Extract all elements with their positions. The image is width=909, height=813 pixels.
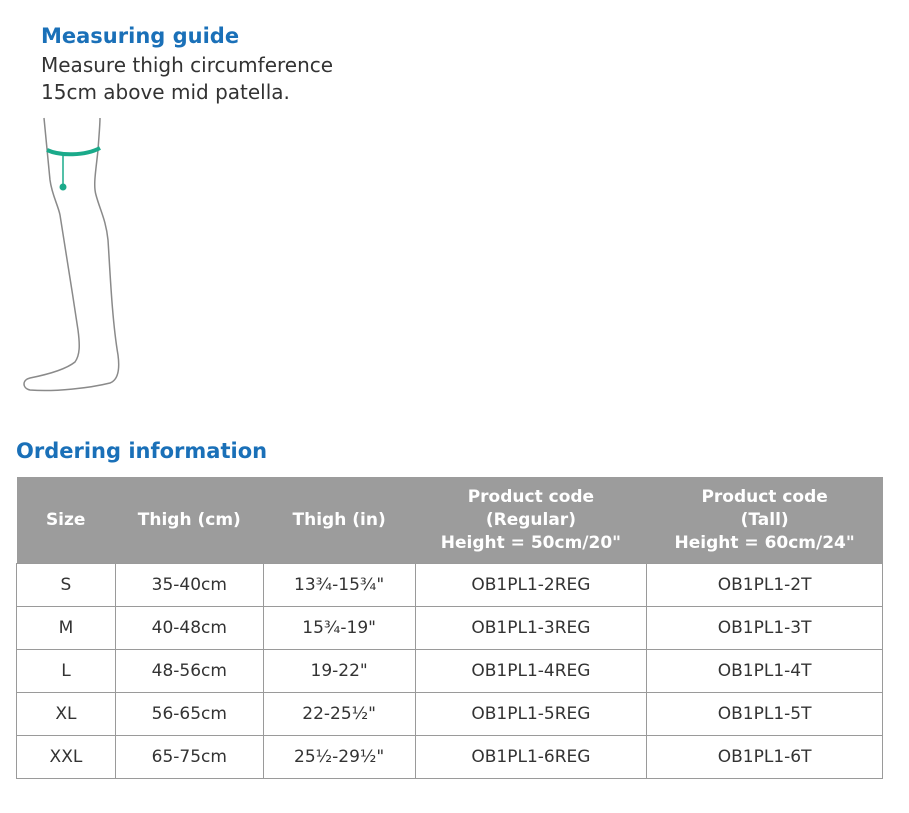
thigh-band [46, 146, 101, 157]
table-cell: 15¾-19" [262, 606, 416, 650]
column-header-line: Thigh (in) [292, 509, 386, 530]
table-cell: OB1PL1-3T [646, 606, 883, 650]
description-line: Measure thigh circumference [41, 53, 334, 77]
column-header-line: Height = 50cm/20" [440, 532, 622, 553]
ordering-table: Size Thigh (cm) Thigh (in) Product code (Reg… [16, 477, 883, 779]
column-header-line: (Regular) [485, 509, 576, 530]
column-header-line: Product code [467, 486, 595, 507]
column-header: Product code (Tall) Height = 60cm/24" [646, 477, 883, 564]
table-row: S 35-40cm 13¾-15¾" OB1PL1-2REG OB1PL1-2T [16, 563, 883, 607]
column-header-line: (Tall) [740, 509, 789, 530]
table-cell: 48-56cm [114, 649, 264, 693]
ordering-information-title: Ordering information [16, 439, 268, 463]
table-cell: 40-48cm [114, 606, 264, 650]
table-cell: OB1PL1-5T [646, 692, 883, 736]
patella-marker [59, 183, 67, 191]
description-line: 15cm above mid patella. [41, 80, 290, 104]
table-cell: OB1PL1-6REG [414, 735, 648, 779]
table-cell: OB1PL1-4T [646, 649, 883, 693]
table-cell: 22-25½" [262, 692, 416, 736]
leg-measurement-illustration [23, 117, 120, 392]
table-cell: OB1PL1-6T [646, 735, 883, 779]
table-cell: OB1PL1-2REG [414, 563, 648, 607]
table-cell: 65-75cm [114, 735, 264, 779]
column-header: Product code (Regular) Height = 50cm/20" [415, 477, 648, 564]
table-cell: OB1PL1-2T [646, 563, 883, 607]
table-cell: OB1PL1-5REG [414, 692, 648, 736]
column-header-line: Thigh (cm) [137, 509, 241, 530]
table-cell: XL [16, 692, 116, 736]
table-row: XL 56-65cm 22-25½" OB1PL1-5REG OB1PL1-5T [16, 692, 883, 736]
measuring-description: Measure thigh circumference 15cm above m… [41, 52, 421, 106]
table-row: M 40-48cm 15¾-19" OB1PL1-3REG OB1PL1-3T [16, 606, 883, 650]
column-header: Size [16, 477, 116, 564]
column-header-line: Size [45, 509, 86, 530]
table-cell: 25½-29½" [262, 735, 416, 779]
column-header-line: Height = 60cm/24" [674, 532, 855, 553]
table-cell: S [16, 563, 116, 607]
table-row: L 48-56cm 19-22" OB1PL1-4REG OB1PL1-4T [16, 649, 883, 693]
table-cell: 56-65cm [114, 692, 264, 736]
table-cell: XXL [16, 735, 116, 779]
column-header-line: Product code [701, 486, 828, 507]
table-cell: 13¾-15¾" [262, 563, 416, 607]
table-cell: 35-40cm [114, 563, 264, 607]
table-cell: OB1PL1-3REG [414, 606, 648, 650]
column-header: Thigh (in) [263, 477, 416, 564]
table-cell: 19-22" [262, 649, 416, 693]
column-header: Thigh (cm) [115, 477, 264, 564]
table-cell: OB1PL1-4REG [414, 649, 648, 693]
measuring-guide-title: Measuring guide [41, 24, 240, 48]
table-row: XXL 65-75cm 25½-29½" OB1PL1-6REG OB1PL1-6T [16, 735, 883, 779]
table-cell: M [16, 606, 116, 650]
table-header-row: Size Thigh (cm) Thigh (in) Product code (Reg… [16, 477, 883, 564]
table-cell: L [16, 649, 116, 693]
